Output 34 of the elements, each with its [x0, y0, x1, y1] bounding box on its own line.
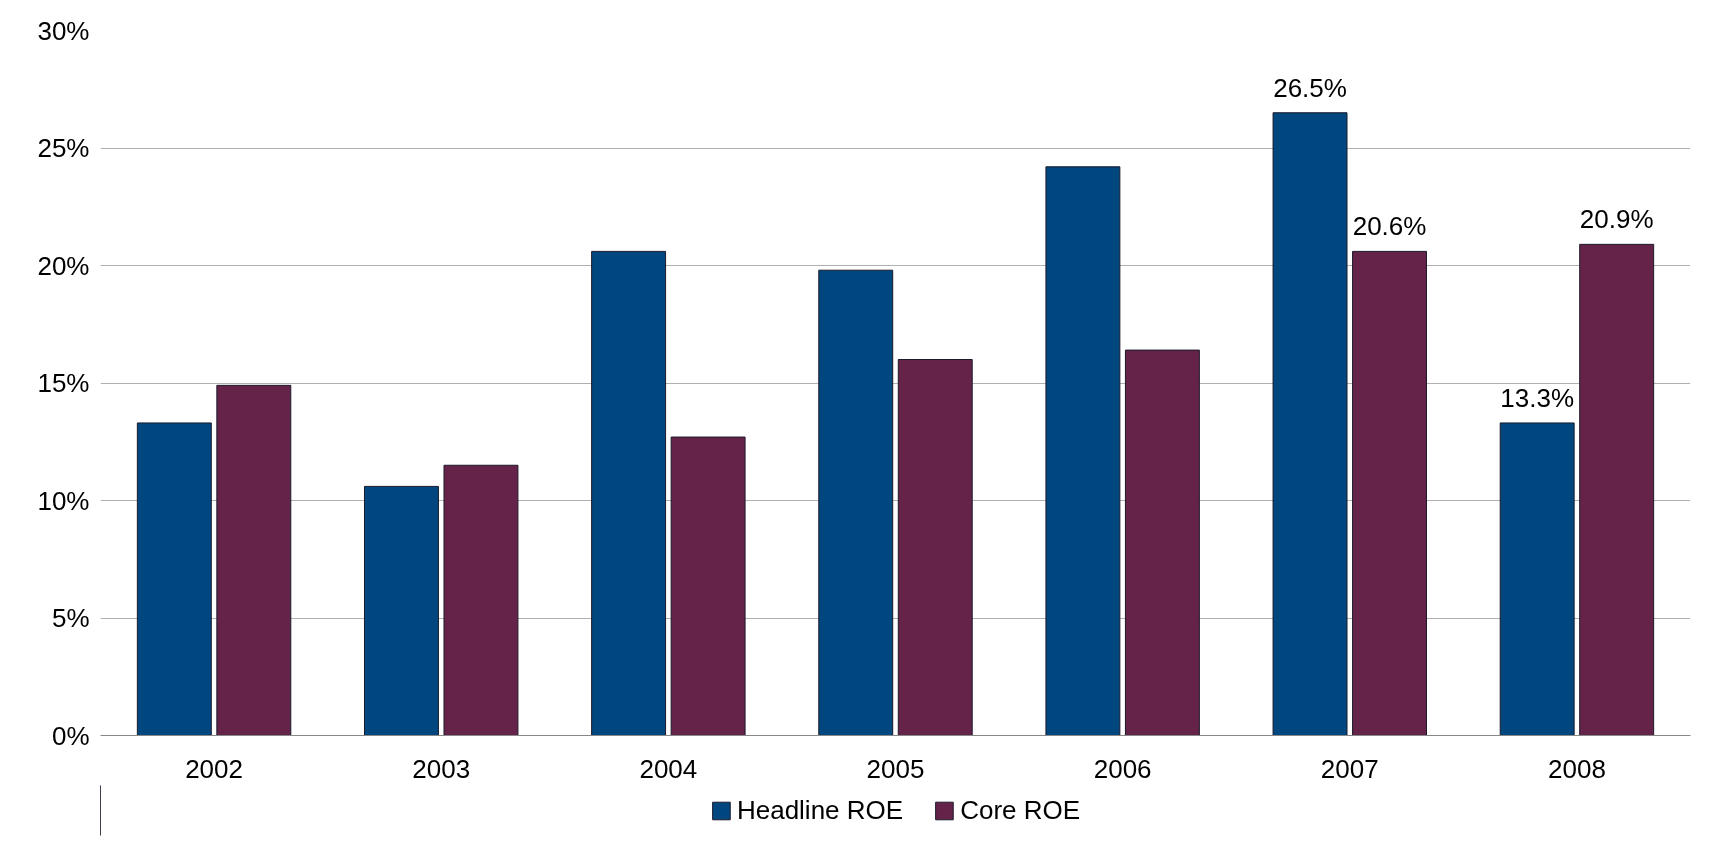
bar: [897, 359, 973, 736]
x-tick-label: 2006: [1093, 753, 1152, 784]
bar: [818, 269, 894, 736]
x-tick-label: 2002: [185, 753, 243, 784]
y-tick-label: 10%: [37, 485, 90, 516]
legend-label: Core ROE: [960, 794, 1081, 826]
legend-label: Headline ROE: [736, 794, 904, 826]
x-tick-label: 2003: [412, 753, 471, 784]
bar: [1272, 112, 1348, 736]
bar: [1124, 349, 1200, 736]
y-tick-label: 0%: [51, 720, 90, 751]
x-tick-label: 2007: [1320, 753, 1379, 784]
bar: [1579, 243, 1655, 736]
data-label: 13.3%: [1500, 382, 1575, 413]
bar: [591, 250, 667, 736]
y-tick-label: 25%: [37, 133, 90, 163]
bar: [1352, 250, 1427, 736]
bar: [443, 464, 519, 736]
bar: [216, 384, 292, 736]
y-tick-label: 5%: [51, 603, 90, 633]
data-label: 20.6%: [1352, 211, 1427, 242]
bar: [1499, 422, 1575, 736]
x-tick-label: 2008: [1548, 753, 1606, 784]
x-tick-label: 2004: [639, 753, 698, 784]
data-label: 26.5%: [1273, 72, 1347, 103]
y-tick-label: 30%: [37, 15, 90, 46]
x-tick-label: 2005: [866, 753, 925, 784]
bar: [1045, 166, 1121, 736]
data-label: 20.9%: [1579, 204, 1654, 235]
bar: [364, 485, 439, 736]
y-tick-label: 20%: [37, 250, 90, 281]
y-tick-label: 15%: [37, 368, 90, 398]
bar: [136, 422, 212, 736]
bar: [670, 436, 746, 736]
